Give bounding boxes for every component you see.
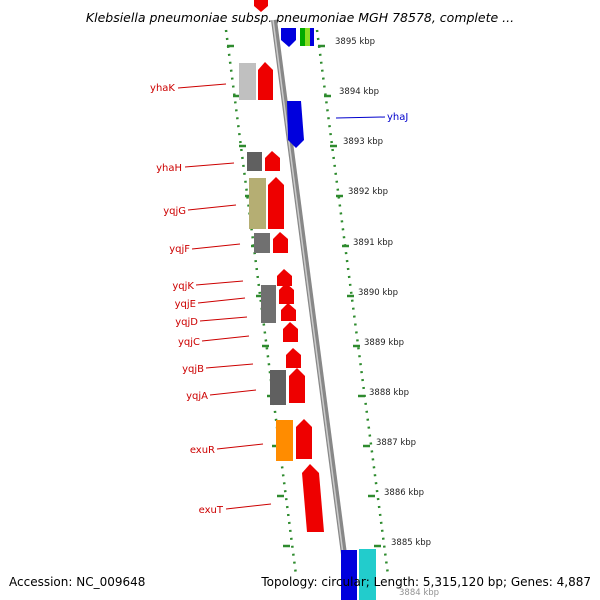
kbp-label: 3892 kbp <box>348 187 388 197</box>
gene-arrow-yqjG[interactable] <box>268 177 284 229</box>
gene-arrow[interactable] <box>254 0 268 12</box>
gene-arrow-yqjF[interactable] <box>273 232 288 253</box>
kbp-labels: 3895 kbp 3894 kbp 3893 kbp 3892 kbp 3891… <box>335 37 439 598</box>
kbp-label: 3895 kbp <box>335 37 375 47</box>
kbp-label: 3893 kbp <box>343 137 383 147</box>
gene-label-yqjE[interactable]: yqjE <box>175 299 196 310</box>
gene-label-yhaK[interactable]: yhaK <box>150 83 175 94</box>
gene-arrow-yhaH[interactable] <box>265 151 280 171</box>
kbp-label: 3890 kbp <box>358 288 398 298</box>
label-leader-lines <box>177 83 386 510</box>
gene-label-yqjK[interactable]: yqjK <box>172 281 194 292</box>
outer-dotted-track <box>315 29 390 576</box>
gene-block-orange[interactable] <box>276 420 293 461</box>
forward-strand-genes <box>281 28 376 600</box>
gene-arrow-yhaJ[interactable] <box>287 101 304 148</box>
gene-label-yqjD[interactable]: yqjD <box>175 317 198 328</box>
gene-label-yhaH[interactable]: yhaH <box>156 163 182 174</box>
gene-label-yqjB[interactable]: yqjB <box>182 364 204 375</box>
gene-block-dark[interactable] <box>261 285 276 323</box>
kbp-label: 3887 kbp <box>376 438 416 448</box>
gene-arrow-yqjB[interactable] <box>286 348 301 368</box>
kbp-label: 3885 kbp <box>391 538 431 548</box>
gene-arrow-exuR[interactable] <box>296 419 312 459</box>
gene-block-lime[interactable] <box>305 28 310 46</box>
gene-arrow-yqjK[interactable] <box>277 269 292 286</box>
gene-label-yqjF[interactable]: yqjF <box>169 244 190 255</box>
map-title: Klebsiella pneumoniae subsp. pneumoniae … <box>85 10 515 25</box>
gene-block-dark[interactable] <box>254 233 270 253</box>
gene-arrow-yqjE[interactable] <box>279 283 294 304</box>
gene-label-exuT[interactable]: exuT <box>199 505 224 516</box>
gene-labels: yhaK yhaJ yhaH yqjG yqjF yqjK yqjE yqjD … <box>150 83 408 516</box>
accession-text: Accession: NC_009648 <box>9 575 146 589</box>
gene-arrow-yqjD[interactable] <box>281 303 296 321</box>
gene-label-yqjA[interactable]: yqjA <box>186 391 208 402</box>
gene-block-dark[interactable] <box>247 152 262 171</box>
kbp-label: 3891 kbp <box>353 238 393 248</box>
gene-block-blue[interactable] <box>310 28 314 46</box>
gene-block-cyan[interactable] <box>359 549 376 600</box>
gene-block-green[interactable] <box>300 28 305 46</box>
gene-block-olive[interactable] <box>249 178 266 229</box>
right-ticks <box>318 44 381 548</box>
kbp-label: 3884 kbp <box>399 588 439 598</box>
genome-summary-text: Topology: circular; Length: 5,315,120 bp… <box>261 575 591 589</box>
kbp-label: 3886 kbp <box>384 488 424 498</box>
gene-label-yqjC[interactable]: yqjC <box>178 337 200 348</box>
gene-arrow-yqjC[interactable] <box>283 322 298 342</box>
kbp-label: 3894 kbp <box>339 87 379 97</box>
reverse-strand-genes <box>239 0 324 532</box>
kbp-label: 3888 kbp <box>369 388 409 398</box>
gene-label-yhaJ[interactable]: yhaJ <box>387 112 408 123</box>
gene-label-exuR[interactable]: exuR <box>190 445 215 456</box>
genome-backbone <box>271 19 353 600</box>
kbp-label: 3889 kbp <box>364 338 404 348</box>
gene-arrow[interactable] <box>281 28 296 47</box>
gene-block-grey[interactable] <box>239 63 256 100</box>
gene-block-blue[interactable] <box>341 550 357 600</box>
gene-label-yqjG[interactable]: yqjG <box>163 206 186 217</box>
inner-dotted-track <box>224 29 298 576</box>
gene-block-dark[interactable] <box>270 370 286 405</box>
gene-arrow-yqjA[interactable] <box>289 368 305 403</box>
gene-arrow-yhaK[interactable] <box>258 62 273 100</box>
gene-arrow-exuT[interactable] <box>302 464 324 532</box>
